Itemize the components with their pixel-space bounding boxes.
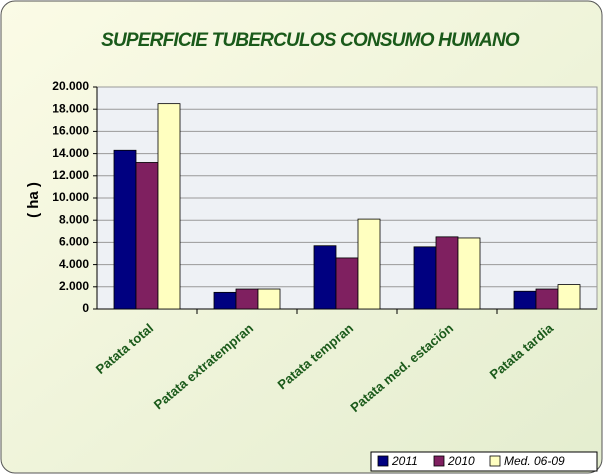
y-tick-label: 16.000 xyxy=(52,124,89,138)
legend xyxy=(370,451,598,472)
bar xyxy=(157,103,181,310)
bar xyxy=(457,237,481,310)
bar xyxy=(557,284,581,310)
y-tick-label: 12.000 xyxy=(52,168,89,182)
y-tick-label: 8.000 xyxy=(59,212,89,226)
y-tick-label: 2.000 xyxy=(59,279,89,293)
bar xyxy=(335,257,359,310)
bar xyxy=(313,245,337,310)
legend-label: 2011 xyxy=(391,454,418,468)
legend-swatch xyxy=(433,455,445,467)
y-tick-label: 0 xyxy=(82,301,89,315)
y-tick-label: 14.000 xyxy=(52,146,89,160)
bar xyxy=(257,288,281,310)
bar xyxy=(113,149,137,310)
y-tick-label: 6.000 xyxy=(59,235,89,249)
bar xyxy=(213,291,237,310)
legend-label: 2010 xyxy=(447,454,475,468)
y-tick-label: 18.000 xyxy=(52,101,89,115)
bar xyxy=(535,288,559,310)
bar xyxy=(413,246,437,310)
y-axis-label: ( ha ) xyxy=(25,182,42,218)
y-tick-label: 10.000 xyxy=(52,190,89,204)
y-tick-label: 20.000 xyxy=(52,79,89,93)
bar xyxy=(235,288,259,310)
chart-title: SUPERFICIE TUBERCULOS CONSUMO HUMANO xyxy=(101,30,520,51)
bar xyxy=(135,162,159,310)
legend-swatch xyxy=(377,455,389,467)
bar xyxy=(513,290,537,310)
y-tick-label: 4.000 xyxy=(59,257,89,271)
bar xyxy=(357,218,381,310)
legend-swatch xyxy=(489,455,501,467)
bar xyxy=(435,236,459,310)
legend-label: Med. 06-09 xyxy=(504,454,565,468)
